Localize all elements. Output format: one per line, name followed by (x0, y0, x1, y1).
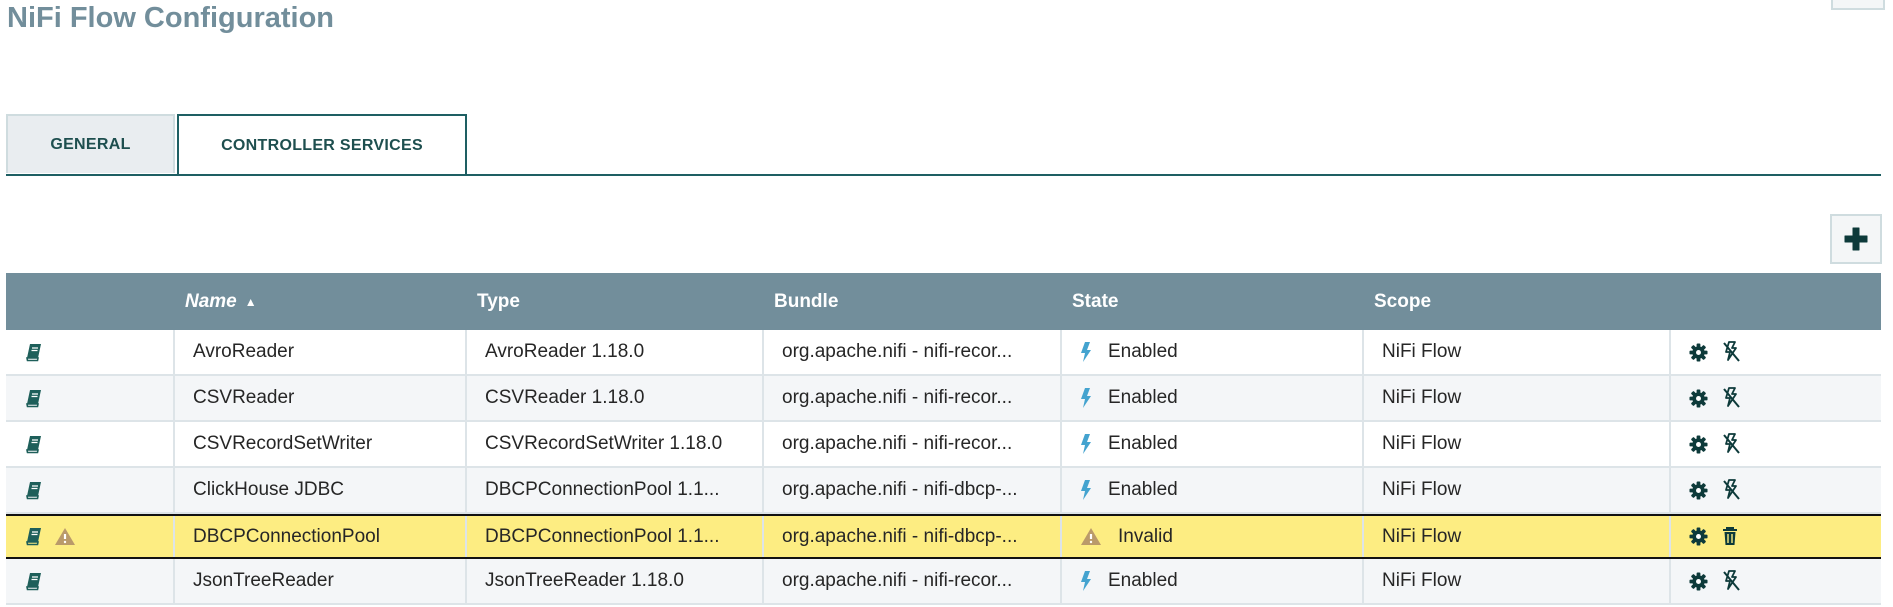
column-header-type[interactable]: Type (477, 290, 520, 312)
name-cell: CSVRecordSetWriter (175, 422, 467, 466)
type-cell: DBCPConnectionPool 1.1... (467, 468, 764, 512)
disable-bolt-icon[interactable] (1722, 570, 1740, 592)
row-icons-cell (6, 468, 175, 512)
state-label: Enabled (1108, 433, 1178, 454)
book-icon[interactable] (26, 343, 42, 362)
row-icons-cell (6, 330, 175, 374)
table-row[interactable]: CSVRecordSetWriter CSVRecordSetWriter 1.… (6, 422, 1881, 468)
type-cell: AvroReader 1.18.0 (467, 330, 764, 374)
tab-general[interactable]: GENERAL (6, 114, 175, 173)
actions-cell (1671, 559, 1881, 603)
state-cell: Invalid (1062, 516, 1364, 557)
table-body: AvroReader AvroReader 1.18.0 org.apache.… (6, 330, 1881, 605)
gear-icon[interactable] (1689, 480, 1708, 500)
book-icon[interactable] (26, 435, 42, 454)
plus-icon (1844, 227, 1868, 251)
table-row[interactable]: DBCPConnectionPool DBCPConnectionPool 1.… (6, 514, 1881, 559)
gear-icon[interactable] (1689, 527, 1708, 546)
bundle-cell: org.apache.nifi - nifi-recor... (764, 422, 1062, 466)
state-cell: Enabled (1062, 559, 1364, 603)
type-cell: CSVReader 1.18.0 (467, 376, 764, 420)
state-label: Enabled (1108, 387, 1178, 408)
type-cell: JsonTreeReader 1.18.0 (467, 559, 764, 603)
state-cell: Enabled (1062, 330, 1364, 374)
lightning-bolt-icon (1080, 480, 1092, 500)
table-row[interactable]: AvroReader AvroReader 1.18.0 org.apache.… (6, 330, 1881, 376)
trash-icon[interactable] (1722, 527, 1738, 546)
sort-ascending-icon: ▲ (244, 294, 257, 309)
column-header-state[interactable]: State (1072, 290, 1119, 312)
lightning-bolt-icon (1080, 434, 1092, 454)
name-cell: AvroReader (175, 330, 467, 374)
disable-bolt-icon[interactable] (1722, 387, 1740, 409)
name-cell: ClickHouse JDBC (175, 468, 467, 512)
page-title: NiFi Flow Configuration (7, 2, 335, 34)
column-header-name-label: Name (185, 290, 237, 312)
row-icons-cell (6, 376, 175, 420)
lightning-bolt-icon (1080, 388, 1092, 408)
name-cell: CSVReader (175, 376, 467, 420)
scope-cell: NiFi Flow (1364, 330, 1671, 374)
controller-services-table: Name ▲ Type Bundle State Scope AvroReader… (6, 273, 1881, 605)
actions-cell (1671, 376, 1881, 420)
column-header-bundle[interactable]: Bundle (774, 290, 839, 312)
gear-icon[interactable] (1689, 434, 1708, 454)
table-row[interactable]: CSVReader CSVReader 1.18.0 org.apache.ni… (6, 376, 1881, 422)
row-icons-cell (6, 516, 175, 557)
table-row[interactable]: JsonTreeReader JsonTreeReader 1.18.0 org… (6, 559, 1881, 605)
book-icon[interactable] (26, 389, 42, 408)
warning-icon[interactable] (54, 527, 76, 546)
actions-cell (1671, 468, 1881, 512)
column-header-name[interactable]: Name ▲ (175, 273, 467, 330)
gear-icon[interactable] (1689, 342, 1708, 362)
bundle-cell: org.apache.nifi - nifi-dbcp-... (764, 516, 1062, 557)
row-icons-cell (6, 559, 175, 603)
lightning-bolt-icon (1080, 342, 1092, 362)
tab-controller-services[interactable]: CONTROLLER SERVICES (177, 114, 467, 177)
bundle-cell: org.apache.nifi - nifi-recor... (764, 376, 1062, 420)
state-label: Enabled (1108, 479, 1178, 500)
row-icons-cell (6, 422, 175, 466)
scope-cell: NiFi Flow (1364, 468, 1671, 512)
disable-bolt-icon[interactable] (1722, 479, 1740, 501)
gear-icon[interactable] (1689, 388, 1708, 408)
state-label: Invalid (1118, 525, 1173, 547)
state-cell: Enabled (1062, 468, 1364, 512)
actions-cell (1671, 330, 1881, 374)
column-header-actions (1671, 273, 1881, 330)
type-cell: DBCPConnectionPool 1.1... (467, 516, 764, 557)
name-cell: JsonTreeReader (175, 559, 467, 603)
actions-cell (1671, 516, 1881, 557)
bundle-cell: org.apache.nifi - nifi-recor... (764, 330, 1062, 374)
state-label: Enabled (1108, 570, 1178, 591)
table-row[interactable]: ClickHouse JDBC DBCPConnectionPool 1.1..… (6, 468, 1881, 514)
type-cell: CSVRecordSetWriter 1.18.0 (467, 422, 764, 466)
add-controller-service-button[interactable] (1830, 214, 1882, 264)
tab-divider (6, 174, 1881, 176)
book-icon[interactable] (26, 527, 42, 546)
disable-bolt-icon[interactable] (1722, 433, 1740, 455)
scope-cell: NiFi Flow (1364, 376, 1671, 420)
disable-bolt-icon[interactable] (1722, 341, 1740, 363)
lightning-bolt-icon (1080, 571, 1092, 591)
column-header-icons (6, 273, 175, 330)
book-icon[interactable] (26, 481, 42, 500)
table-header: Name ▲ Type Bundle State Scope (6, 273, 1881, 330)
bundle-cell: org.apache.nifi - nifi-dbcp-... (764, 468, 1062, 512)
close-button[interactable] (1831, 0, 1885, 10)
book-icon[interactable] (26, 572, 42, 591)
state-label: Enabled (1108, 341, 1178, 362)
state-cell: Enabled (1062, 376, 1364, 420)
scope-cell: NiFi Flow (1364, 422, 1671, 466)
name-cell: DBCPConnectionPool (175, 516, 467, 557)
actions-cell (1671, 422, 1881, 466)
gear-icon[interactable] (1689, 571, 1708, 591)
state-cell: Enabled (1062, 422, 1364, 466)
scope-cell: NiFi Flow (1364, 516, 1671, 557)
column-header-scope[interactable]: Scope (1374, 290, 1432, 312)
warning-icon (1080, 527, 1102, 546)
scope-cell: NiFi Flow (1364, 559, 1671, 603)
bundle-cell: org.apache.nifi - nifi-recor... (764, 559, 1062, 603)
